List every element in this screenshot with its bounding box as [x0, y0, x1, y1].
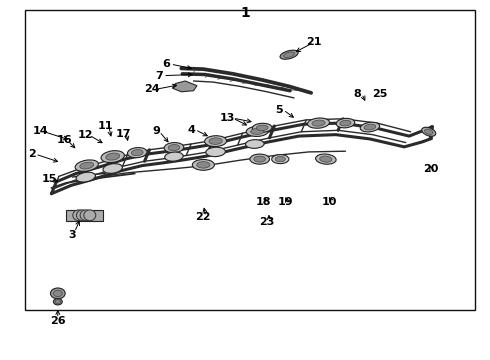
- Ellipse shape: [360, 122, 380, 132]
- Ellipse shape: [76, 210, 88, 221]
- Ellipse shape: [193, 159, 215, 170]
- Bar: [66, 210, 102, 221]
- Ellipse shape: [422, 127, 436, 136]
- Text: 21: 21: [306, 37, 321, 48]
- Text: 17: 17: [116, 129, 131, 139]
- Ellipse shape: [80, 210, 92, 221]
- Ellipse shape: [256, 125, 268, 131]
- Text: 12: 12: [78, 130, 94, 140]
- Ellipse shape: [206, 147, 225, 157]
- Ellipse shape: [336, 118, 355, 128]
- Ellipse shape: [164, 143, 184, 153]
- Ellipse shape: [165, 152, 183, 161]
- Text: 5: 5: [275, 105, 283, 115]
- Ellipse shape: [127, 148, 147, 158]
- Text: 15: 15: [41, 174, 57, 184]
- Ellipse shape: [131, 150, 143, 156]
- Text: 2: 2: [28, 149, 36, 159]
- Text: 9: 9: [152, 126, 160, 136]
- Ellipse shape: [246, 126, 268, 136]
- Text: 18: 18: [256, 197, 271, 207]
- Ellipse shape: [76, 172, 96, 182]
- Ellipse shape: [80, 162, 94, 169]
- Text: 26: 26: [50, 316, 66, 326]
- Bar: [25, 10, 475, 310]
- Ellipse shape: [245, 140, 264, 148]
- Ellipse shape: [252, 123, 272, 132]
- Ellipse shape: [50, 288, 65, 299]
- Ellipse shape: [271, 154, 289, 163]
- Ellipse shape: [197, 162, 210, 168]
- Ellipse shape: [55, 300, 60, 303]
- Ellipse shape: [53, 290, 62, 297]
- Text: 10: 10: [321, 197, 337, 207]
- Ellipse shape: [275, 156, 285, 162]
- Text: 11: 11: [98, 121, 113, 131]
- Ellipse shape: [316, 154, 336, 164]
- Ellipse shape: [209, 138, 222, 144]
- Ellipse shape: [319, 156, 332, 162]
- Ellipse shape: [84, 210, 96, 221]
- Ellipse shape: [53, 298, 62, 305]
- Ellipse shape: [340, 120, 351, 126]
- Text: 25: 25: [372, 89, 388, 99]
- Ellipse shape: [312, 120, 325, 126]
- Text: 6: 6: [163, 59, 171, 69]
- Ellipse shape: [364, 124, 376, 130]
- Text: 8: 8: [354, 89, 362, 99]
- Ellipse shape: [168, 145, 180, 150]
- Text: 19: 19: [277, 197, 293, 207]
- Ellipse shape: [103, 164, 122, 173]
- Ellipse shape: [308, 118, 329, 128]
- Text: 23: 23: [259, 217, 275, 228]
- Ellipse shape: [254, 156, 266, 162]
- Ellipse shape: [106, 153, 120, 160]
- Text: 20: 20: [423, 164, 439, 174]
- Polygon shape: [172, 81, 197, 92]
- Ellipse shape: [73, 210, 85, 221]
- Text: 7: 7: [155, 71, 163, 81]
- Ellipse shape: [251, 129, 264, 134]
- Ellipse shape: [101, 151, 124, 162]
- Text: 14: 14: [32, 126, 48, 136]
- Ellipse shape: [205, 136, 226, 147]
- Ellipse shape: [284, 52, 294, 58]
- Text: 24: 24: [144, 84, 160, 94]
- Text: 16: 16: [57, 135, 73, 145]
- Text: 3: 3: [69, 230, 76, 240]
- Ellipse shape: [250, 154, 270, 164]
- Text: 1: 1: [240, 6, 250, 20]
- Text: 13: 13: [220, 113, 236, 123]
- Text: 22: 22: [196, 212, 211, 222]
- Ellipse shape: [280, 50, 298, 59]
- Text: 4: 4: [187, 125, 195, 135]
- Ellipse shape: [75, 160, 98, 171]
- Ellipse shape: [424, 129, 433, 134]
